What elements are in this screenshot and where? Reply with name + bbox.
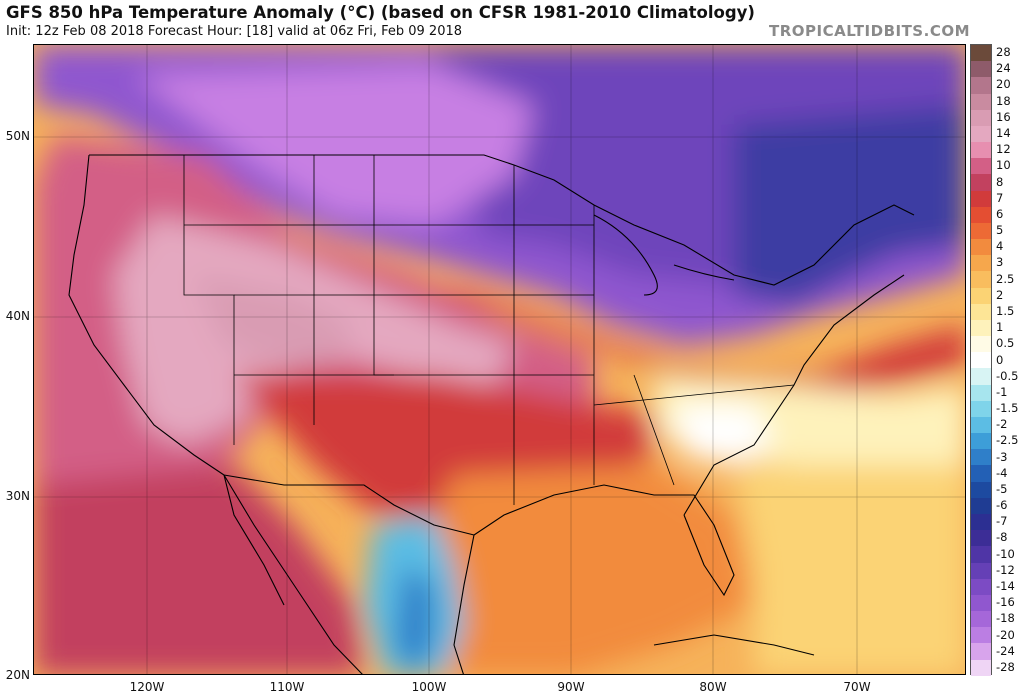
colorbar-swatch (971, 45, 991, 62)
colorbar-tick-label: 12 (996, 142, 1011, 157)
graticule (34, 45, 965, 674)
anomaly-map[interactable] (33, 44, 966, 675)
colorbar-swatch (971, 578, 991, 595)
colorbar-tick-label: -16 (996, 595, 1015, 610)
colorbar-tick-label: 4 (996, 239, 1004, 254)
colorbar-tick-label: -10 (996, 546, 1015, 561)
colorbar-swatch (971, 611, 991, 628)
colorbar-tick-label: 3 (996, 255, 1004, 270)
colorbar-swatch (971, 546, 991, 563)
colorbar-tick-label: -2.5 (996, 433, 1019, 448)
colorbar-tick-label: 18 (996, 93, 1011, 108)
colorbar-tick-label: 10 (996, 158, 1011, 173)
watermark: TROPICALTIDBITS.COM (769, 22, 970, 40)
colorbar-tick-label: -24 (996, 643, 1015, 658)
colorbar-tick-label: -8 (996, 530, 1008, 545)
colorbar-tick-label: 2 (996, 287, 1004, 302)
colorbar-swatch (971, 433, 991, 450)
colorbar-tick-label: 24 (996, 61, 1011, 76)
lon-label-70w: 70W (843, 680, 871, 694)
colorbar-swatch (971, 206, 991, 223)
colorbar-swatch (971, 336, 991, 353)
colorbar-swatch (971, 465, 991, 482)
colorbar-tick-label: -6 (996, 498, 1008, 513)
colorbar-swatch (971, 481, 991, 498)
colorbar-swatch (971, 271, 991, 288)
colorbar-swatch (971, 643, 991, 660)
colorbar-swatch (971, 93, 991, 110)
colorbar-swatch (971, 190, 991, 207)
colorbar-swatch (971, 319, 991, 337)
colorbar-tick-label: 6 (996, 206, 1004, 221)
colorbar-tick-label: 0 (996, 352, 1004, 367)
colorbar-swatch (971, 77, 991, 94)
colorbar-swatch (971, 449, 991, 466)
colorbar-tick-label: -20 (996, 627, 1015, 642)
colorbar (970, 44, 992, 676)
map-svg (34, 45, 965, 674)
colorbar-tick-label: 20 (996, 77, 1011, 92)
colorbar-tick-label: 1 (996, 320, 1004, 335)
colorbar-swatch (971, 627, 991, 644)
colorbar-tick-label: -18 (996, 611, 1015, 626)
colorbar-tick-label: -12 (996, 562, 1015, 577)
colorbar-swatch (971, 352, 991, 369)
colorbar-swatch (971, 142, 991, 159)
colorbar-swatch (971, 174, 991, 191)
colorbar-swatch (971, 222, 991, 240)
colorbar-tick-label: -5 (996, 481, 1008, 496)
lon-label-120w: 120W (129, 680, 165, 694)
colorbar-swatch (971, 594, 991, 612)
colorbar-swatch (971, 287, 991, 304)
colorbar-tick-label: -3 (996, 449, 1008, 464)
colorbar-swatch (971, 303, 991, 320)
colorbar-tick-label: -4 (996, 465, 1008, 480)
colorbar-swatch (971, 61, 991, 78)
lon-label-110w: 110W (269, 680, 305, 694)
colorbar-swatch (971, 530, 991, 547)
colorbar-swatch (971, 125, 991, 143)
colorbar-tick-label: -0.5 (996, 368, 1019, 383)
colorbar-swatch (971, 400, 991, 417)
colorbar-tick-label: 5 (996, 223, 1004, 238)
lat-label-50n: 50N (5, 129, 30, 143)
colorbar-tick-label: 2.5 (996, 271, 1015, 286)
colorbar-tick-label: 16 (996, 109, 1011, 124)
colorbar-tick-label: -2 (996, 417, 1008, 432)
colorbar-tick-label: 1.5 (996, 303, 1015, 318)
lat-label-40n: 40N (5, 309, 30, 323)
colorbar-tick-label: 7 (996, 190, 1004, 205)
colorbar-tick-label: 8 (996, 174, 1004, 189)
colorbar-tick-label: -28 (996, 659, 1015, 674)
borders (68, 154, 915, 674)
colorbar-tick-label: 28 (996, 45, 1011, 60)
colorbar-tick-label: -1 (996, 384, 1008, 399)
forecast-info: Init: 12z Feb 08 2018 Forecast Hour: [18… (6, 24, 463, 39)
colorbar-swatch (971, 562, 991, 579)
colorbar-swatch (971, 497, 991, 514)
colorbar-swatch (971, 416, 991, 434)
colorbar-tick-label: 0.5 (996, 336, 1015, 351)
colorbar-swatch (971, 659, 991, 676)
chart-title: GFS 850 hPa Temperature Anomaly (°C) (ba… (6, 3, 755, 22)
colorbar-tick-label: -7 (996, 514, 1008, 529)
lat-label-20n: 20N (5, 668, 30, 682)
colorbar-tick-label: 14 (996, 125, 1011, 140)
colorbar-tick-label: -14 (996, 579, 1015, 593)
colorbar-swatch (971, 368, 991, 385)
colorbar-tick-label: -1.5 (996, 401, 1019, 416)
colorbar-swatch (971, 255, 991, 272)
colorbar-swatch (971, 513, 991, 531)
colorbar-swatch (971, 384, 991, 401)
lat-label-30n: 30N (5, 489, 30, 503)
lon-label-80w: 80W (699, 680, 727, 694)
lon-label-100w: 100W (411, 680, 447, 694)
colorbar-swatch (971, 109, 991, 126)
colorbar-swatch (971, 239, 991, 256)
colorbar-swatch (971, 158, 991, 175)
lon-label-90w: 90W (557, 680, 585, 694)
